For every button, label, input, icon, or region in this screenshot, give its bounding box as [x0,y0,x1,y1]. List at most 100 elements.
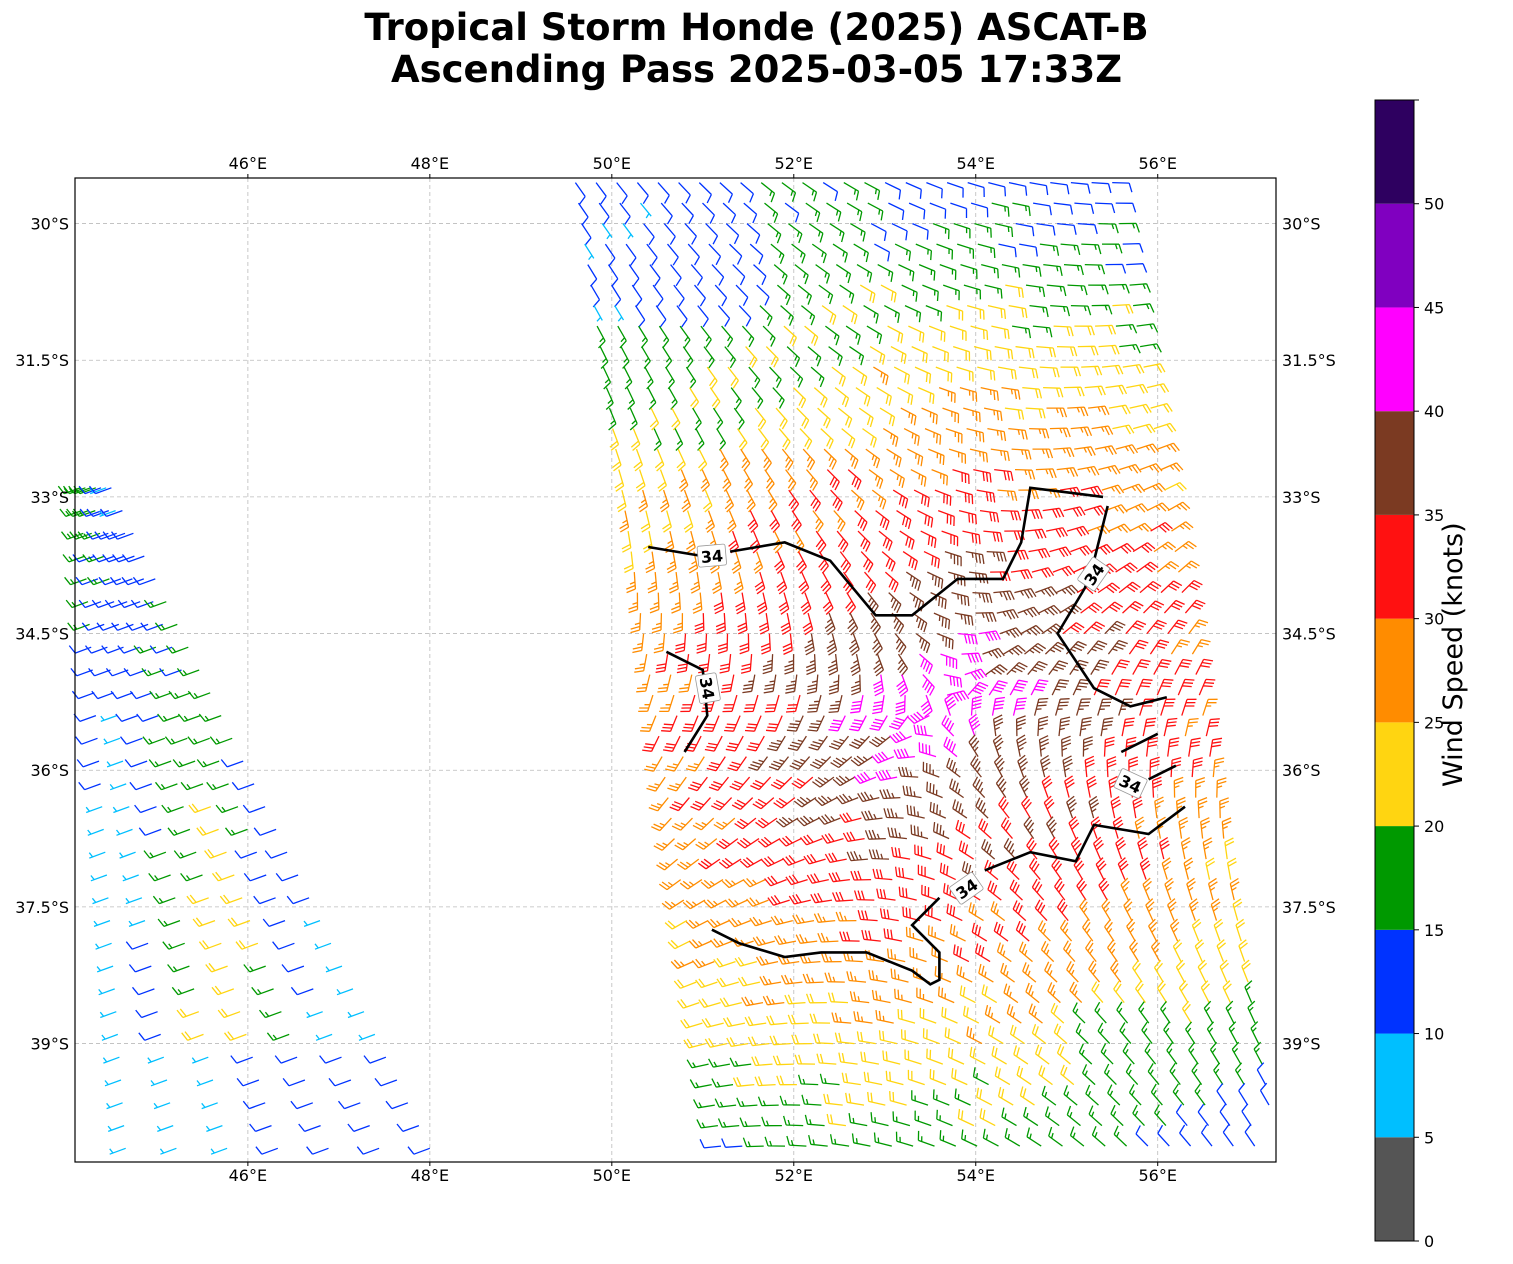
wind-barb [1029,181,1049,196]
wind-barb [747,1036,770,1047]
wind-barb [243,964,266,973]
wind-barb [693,1099,715,1109]
wind-barb [1098,222,1119,234]
wind-barb [844,448,859,470]
wind-barb [847,469,862,490]
wind-barb [640,510,651,533]
wind-barb [1085,1084,1099,1106]
wind-barb [607,264,619,287]
wind-barb [743,469,754,492]
wind-barb [1056,584,1079,596]
lat-tick-label-right: 30°S [1282,215,1321,234]
wind-barb [713,817,736,830]
wind-barb [67,622,90,631]
wind-barb [887,325,904,344]
contour-label: 34 [696,543,727,568]
wind-barb [623,551,634,574]
wind-barb [117,645,140,654]
wind-barb [813,387,828,408]
wind-barb [819,1073,840,1086]
wind-barb [187,736,210,745]
wind-barb [739,857,763,868]
wind-barb [796,815,820,827]
wind-barb [1063,263,1084,276]
wind-barb [811,243,827,264]
wind-barb [965,550,985,565]
wind-barb [923,551,940,569]
wind-barb [821,305,837,325]
wind-barb [694,284,706,307]
wind-barb [180,872,203,882]
lon-tick-label-top: 46°E [229,154,267,173]
wind-barb [1231,1041,1242,1065]
wind-barb [740,182,755,203]
wind-barb [1133,303,1155,313]
wind-barb [1101,484,1125,495]
wind-barb [708,243,722,266]
wind-barb [941,715,955,737]
wind-barb [866,325,883,345]
wind-barb [711,1078,734,1088]
contour-label: 34 [949,872,984,905]
wind-barb [337,1100,361,1110]
wind-barb [1247,1000,1256,1024]
wind-barb [940,653,958,670]
wind-barb [816,1053,837,1065]
wind-barb [1139,580,1162,594]
wind-barb [1202,837,1213,860]
wind-barb [1207,877,1218,901]
wind-barb [937,509,955,527]
wind-barb [858,407,874,428]
wind-barb [215,804,239,814]
wind-barb [1232,898,1243,921]
wind-barb [994,1066,1011,1086]
wind-barb [1050,304,1071,317]
wind-barb [942,407,960,424]
wind-barb [681,202,694,225]
wind-barb [191,1056,209,1064]
wind-barb [1150,1083,1163,1106]
wind-barb [1050,1002,1065,1024]
wind-barb [315,1033,333,1041]
wind-barb [611,284,622,308]
wind-barb [841,428,856,449]
wind-barb [192,917,216,928]
wind-barb [1091,1125,1106,1147]
wind-barb [755,955,779,966]
wind-barb [101,1033,119,1041]
wind-barb [1194,939,1205,962]
wind-barb [1122,600,1144,614]
wind-barb [661,346,673,369]
wind-barb [763,674,777,694]
wind-barb [754,1076,776,1087]
wind-barb [1101,601,1124,614]
wind-barb [1031,1023,1047,1045]
wind-barb [1126,383,1149,394]
wind-barb [717,305,731,327]
wind-barb [1044,641,1067,655]
wind-barb [846,202,863,222]
wind-barb [625,243,637,266]
contour-label-box [1077,556,1110,592]
wind-barb [1049,427,1071,438]
wind-barb [782,1115,804,1127]
wind-barb [87,828,104,836]
wind-barb [856,264,873,283]
wind-barb [885,1070,904,1086]
wind-barb [824,972,845,983]
wind-barb [1191,918,1202,942]
wind-barb [1081,365,1103,376]
wind-barb [959,386,978,402]
wind-barb [659,694,675,713]
wind-barb [1238,939,1248,962]
wind-barb [147,1056,165,1064]
wind-barb [850,755,874,767]
wind-barb [716,428,727,451]
wind-barb [1145,737,1158,757]
wind-barb [1094,1001,1107,1024]
wind-barb [905,182,922,199]
wind-barb [1129,403,1152,414]
wind-barb [991,1045,1007,1065]
wind-barb [788,894,811,905]
wind-barb [786,1135,807,1147]
